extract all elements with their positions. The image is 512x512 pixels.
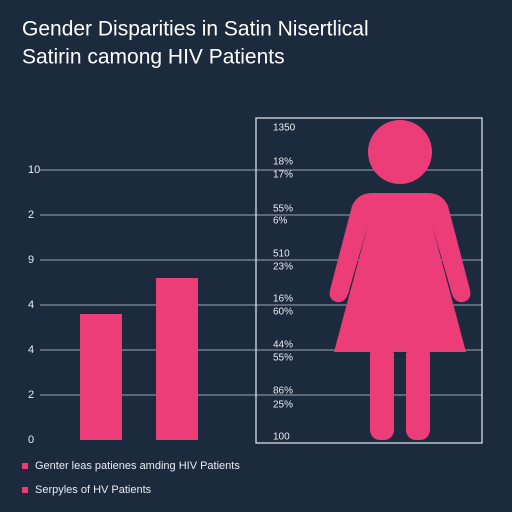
legend-swatch: [22, 463, 28, 469]
panel-label: 23%: [273, 262, 293, 273]
chart-title: Satirin camong HIV Patients: [22, 46, 285, 69]
chart-title: Gender Disparities in Satin Nisertlical: [22, 18, 369, 41]
y-tick-label: 2: [28, 209, 34, 221]
panel-label: 86%: [273, 386, 293, 397]
y-tick-label: 9: [28, 254, 34, 266]
woman-icon: [329, 120, 471, 440]
panel-label: 17%: [273, 170, 293, 181]
legend-swatch: [22, 487, 28, 493]
panel-label: 55%: [273, 204, 293, 215]
y-tick-label: 2: [28, 389, 34, 401]
panel-label: 100: [273, 432, 290, 443]
panel-label: 510: [273, 249, 290, 260]
panel-frame: [255, 117, 483, 444]
y-tick-label: 0: [28, 434, 34, 446]
panel-label: 25%: [273, 400, 293, 411]
panel-label: 18%: [273, 157, 293, 168]
panel-label: 55%: [273, 353, 293, 364]
bar: [80, 314, 122, 440]
panel-label: 44%: [273, 340, 293, 351]
y-tick-label: 4: [28, 344, 34, 356]
legend-label: Genter leas patienes amding HIV Patients: [35, 460, 240, 472]
y-tick-label: 10: [28, 164, 40, 176]
panel-label: 1350: [273, 123, 296, 134]
panel-label: 16%: [273, 294, 293, 305]
bar: [156, 278, 198, 440]
legend-label: Serpyles of HV Patients: [35, 484, 152, 496]
y-tick-label: 4: [28, 299, 34, 311]
panel-label: 60%: [273, 307, 293, 318]
panel-label: 6%: [273, 216, 288, 227]
